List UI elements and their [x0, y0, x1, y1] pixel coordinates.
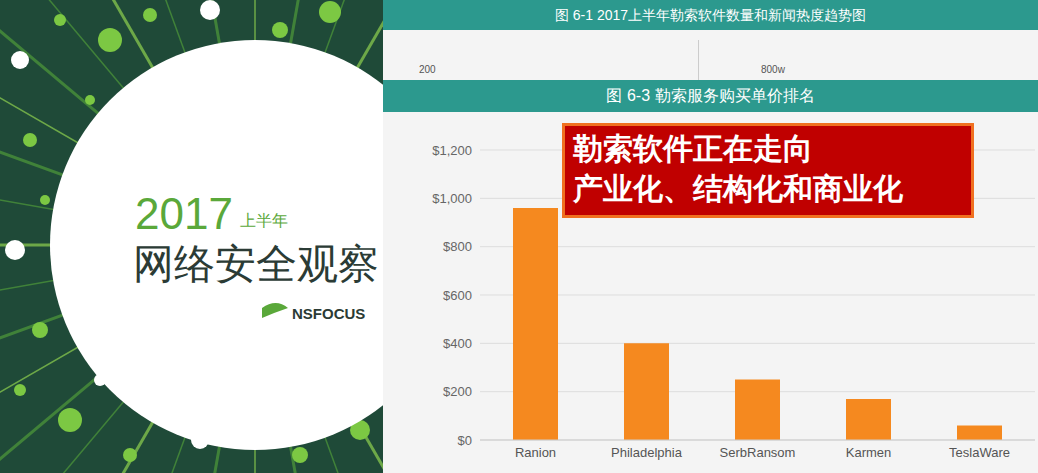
svg-text:$1,200: $1,200	[432, 143, 472, 158]
html-text:勒索软件正在走向: 勒索软件正在走向	[573, 132, 813, 165]
svg-text:2017: 2017	[135, 189, 233, 238]
svg-text:TeslaWare: TeslaWare	[949, 445, 1010, 460]
html-text:图 6-1 2017上半年勒索软件数量和新闻热度趋势图: 图 6-1 2017上半年勒索软件数量和新闻热度趋势图	[554, 7, 867, 23]
html-text:800w: 800w	[761, 64, 785, 75]
svg-text:SerbRansom: SerbRansom	[720, 445, 796, 460]
svg-text:$1,000: $1,000	[432, 191, 472, 206]
html-text:200: 200	[419, 64, 436, 75]
svg-text:Ranion: Ranion	[515, 445, 556, 460]
svg-text:$800: $800	[443, 239, 472, 254]
svg-text:网络安全观察: 网络安全观察	[133, 241, 379, 287]
svg-text:$200: $200	[443, 384, 472, 399]
svg-text:NSFOCUS: NSFOCUS	[292, 305, 365, 322]
html-text:图 6-3 勒索服务购买单价排名: 图 6-3 勒索服务购买单价排名	[606, 87, 815, 104]
svg-text:$400: $400	[443, 336, 472, 351]
svg-text:Philadelphia: Philadelphia	[611, 445, 683, 460]
svg-text:$600: $600	[443, 288, 472, 303]
svg-text:上半年: 上半年	[240, 212, 288, 229]
svg-text:$0: $0	[458, 433, 472, 448]
svg-text:Karmen: Karmen	[846, 445, 892, 460]
html-text:产业化、结构化和商业化: 产业化、结构化和商业化	[573, 172, 903, 205]
